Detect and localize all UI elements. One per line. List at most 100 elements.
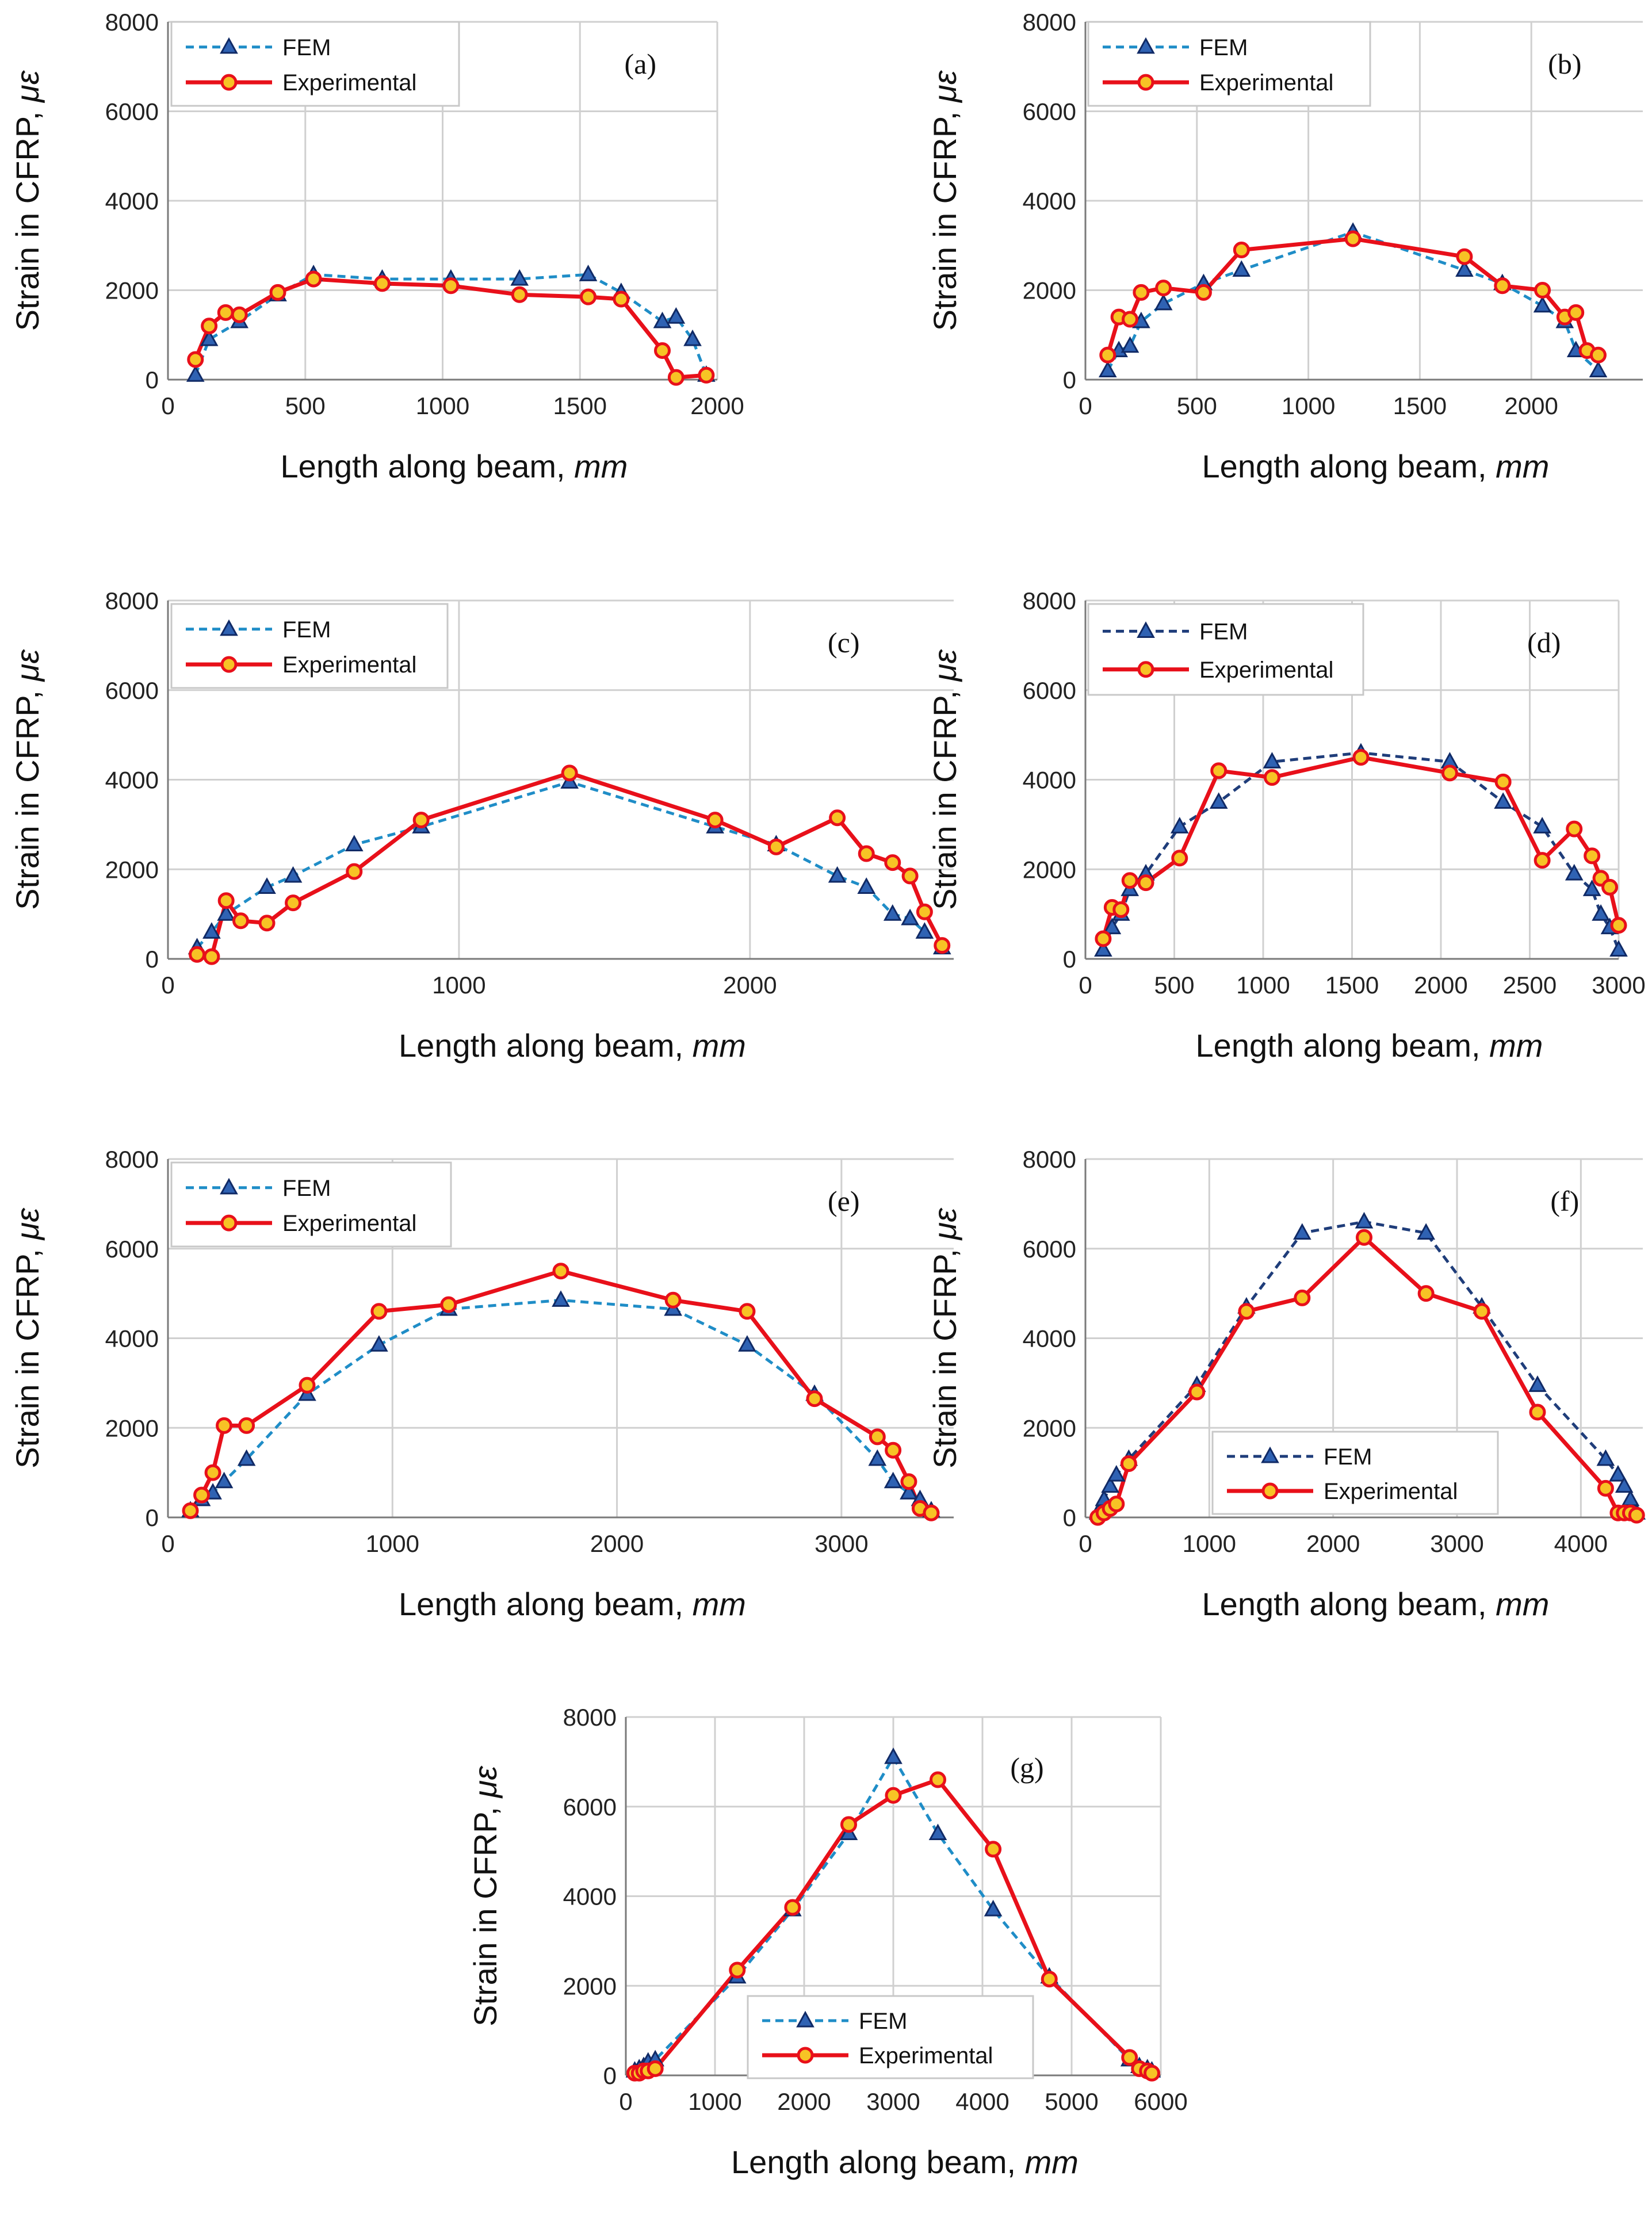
x-axis-label: Length along beam, mm	[731, 2144, 1079, 2180]
experimental-point	[1529, 1404, 1546, 1421]
y-tick-label: 4000	[1023, 767, 1076, 794]
y-tick-label: 4000	[563, 1883, 617, 1910]
y-tick-label: 6000	[563, 1794, 617, 1821]
fem-point	[217, 904, 236, 921]
x-tick-label: 3000	[866, 2088, 920, 2115]
experimental-point	[182, 1502, 199, 1519]
y-tick-label: 8000	[1023, 9, 1076, 36]
y-tick-label: 8000	[1023, 1146, 1076, 1173]
legend-experimental-label: Experimental	[282, 652, 416, 678]
y-tick-label: 0	[146, 1504, 159, 1531]
chart-panel: 0 1000 2000 3000 4000 0 2000 4000 6000 8000 Length…	[927, 1146, 1646, 1622]
experimental-point	[440, 1296, 457, 1313]
y-axis-label: Strain in CFRP, με	[467, 1765, 503, 2026]
experimental-point	[442, 277, 460, 295]
legend-box	[1087, 603, 1364, 696]
x-tick-label: 1000	[1236, 972, 1290, 999]
y-axis-label: Strain in CFRP, με	[927, 1207, 963, 1469]
panel-label: (d)	[1527, 626, 1561, 659]
legend-box	[747, 1995, 1034, 2079]
fem-point	[1596, 1449, 1615, 1466]
experimental-point	[217, 304, 234, 321]
x-tick-label: 500	[285, 392, 326, 419]
experimental-point	[258, 915, 276, 932]
y-axis-unit: με	[9, 1207, 45, 1241]
y-axis-unit: με	[9, 70, 45, 104]
fem-point	[1292, 1223, 1311, 1240]
experimental-point	[767, 838, 785, 855]
legend-fem-label: FEM	[1324, 1444, 1372, 1470]
x-tick-label: 1000	[1282, 392, 1335, 419]
y-tick-label: 6000	[1023, 677, 1076, 704]
experimental-point	[1108, 1496, 1125, 1513]
experimental-point	[885, 1787, 902, 1804]
experimental-point	[706, 812, 724, 829]
fem-point	[1101, 1476, 1119, 1493]
legend-fem-label: FEM	[1199, 35, 1248, 60]
legend-experimental-marker	[220, 74, 238, 91]
x-tick-label: 0	[161, 392, 174, 419]
y-tick-label: 4000	[105, 1325, 159, 1352]
fem-point	[683, 329, 702, 346]
fem-series-line	[189, 1298, 932, 1512]
experimental-point	[216, 1417, 233, 1434]
legend-fem-label: FEM	[282, 617, 331, 643]
experimental-point	[1352, 749, 1370, 766]
x-tick-label: 2000	[1414, 972, 1467, 999]
fem-point	[1209, 792, 1228, 809]
fem-point	[370, 1335, 388, 1352]
experimental-point	[613, 290, 630, 308]
experimental-point	[698, 366, 715, 384]
x-axis-unit: mm	[693, 1586, 746, 1622]
experimental-point	[1171, 850, 1188, 867]
fem-point	[984, 1899, 1003, 1917]
experimental-point	[189, 946, 206, 963]
legend: FEM Experimental	[747, 1995, 1034, 2079]
legend: FEM Experimental	[170, 21, 460, 107]
legend: FEM Experimental	[170, 1161, 452, 1248]
experimental-point	[1294, 1289, 1311, 1306]
fem-point	[1154, 293, 1173, 311]
x-tick-label: 0	[1079, 392, 1092, 419]
fem-point	[552, 1290, 570, 1307]
fem-point	[1615, 1476, 1634, 1493]
experimental-point	[201, 318, 218, 335]
x-tick-label: 3000	[1592, 972, 1645, 999]
x-tick-label: 0	[1079, 972, 1092, 999]
legend-experimental-label: Experimental	[1199, 70, 1333, 95]
experimental-point	[1099, 346, 1116, 364]
experimental-point	[664, 1291, 682, 1309]
y-tick-label: 8000	[1023, 587, 1076, 614]
y-tick-label: 8000	[105, 1146, 159, 1173]
y-axis-unit: με	[927, 649, 963, 683]
experimental-series-line	[1101, 755, 1621, 939]
experimental-point	[193, 1486, 211, 1504]
panel-label: (f)	[1550, 1185, 1579, 1217]
panel-label: (e)	[828, 1185, 860, 1217]
experimental-point	[1344, 230, 1362, 247]
experimental-point	[858, 845, 875, 862]
legend-box	[1211, 1431, 1499, 1515]
fem-point	[345, 835, 364, 851]
experimental-point	[869, 1428, 886, 1446]
x-tick-label: 2000	[1504, 392, 1558, 419]
experimental-point	[1120, 1455, 1137, 1473]
fem-point	[1621, 1489, 1640, 1506]
y-tick-label: 6000	[105, 98, 159, 125]
legend-fem-marker	[1137, 621, 1155, 638]
fem-point	[1589, 361, 1608, 378]
experimental-point	[884, 854, 901, 871]
experimental-point	[373, 275, 391, 292]
fem-point	[1121, 336, 1139, 353]
experimental-point	[1041, 1971, 1058, 1988]
fem-point	[579, 265, 598, 281]
experimental-point	[1534, 852, 1551, 869]
x-axis-label: Length along beam, mm	[1196, 1027, 1543, 1064]
experimental-point	[232, 912, 249, 930]
y-tick-label: 8000	[105, 587, 159, 614]
fem-point	[901, 908, 919, 926]
y-axis-label: Strain in CFRP, με	[9, 70, 45, 331]
x-axis-label: Length along beam, mm	[399, 1027, 746, 1064]
fem-point	[186, 365, 205, 382]
